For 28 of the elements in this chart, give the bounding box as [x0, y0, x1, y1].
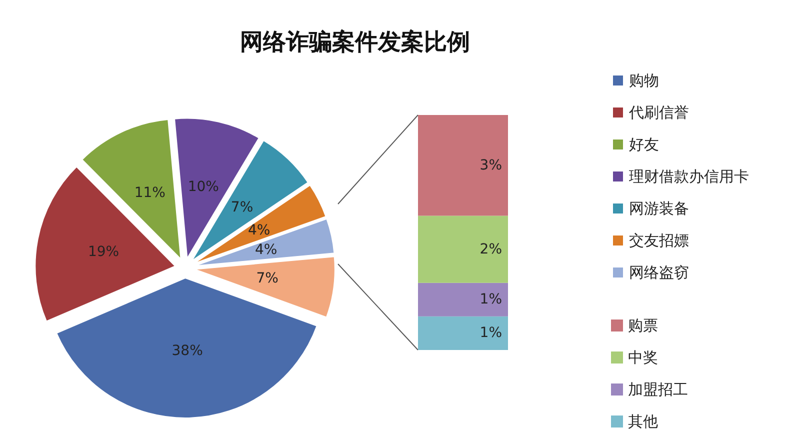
legend-label: 好友: [629, 136, 659, 154]
legend-label: 加盟招工: [628, 380, 688, 398]
legend-label: 网络盗窃: [629, 264, 689, 282]
legend-label: 其他: [628, 412, 658, 430]
legend-label: 网游装备: [629, 200, 689, 218]
data-label: 3%: [480, 157, 502, 174]
bar: [418, 216, 508, 283]
legend-label: 理财借款办信用卡: [629, 168, 749, 186]
legend-label: 代刷信誉: [628, 104, 689, 122]
legend-label: 购票: [628, 316, 658, 334]
data-label: 4%: [254, 242, 278, 258]
data-label: 1%: [480, 292, 502, 308]
data-label: 38%: [172, 342, 203, 359]
legend-label: 购物: [629, 72, 659, 90]
bar: [418, 282, 508, 316]
data-label: 11%: [134, 184, 166, 201]
bar: [418, 316, 508, 350]
legend-label: 中奖: [628, 348, 658, 366]
bar: [418, 115, 508, 216]
legend-label: 交友招嫖: [629, 232, 689, 250]
data-label: 19%: [88, 244, 120, 260]
data-label: 7%: [256, 270, 278, 287]
data-label: 10%: [188, 179, 219, 196]
data-label: 1%: [480, 325, 502, 342]
data-label: 2%: [480, 241, 502, 258]
data-label: 7%: [230, 200, 254, 216]
chart-title: 网络诈骗案件发案比例: [240, 28, 470, 56]
data-label: 4%: [248, 222, 270, 239]
